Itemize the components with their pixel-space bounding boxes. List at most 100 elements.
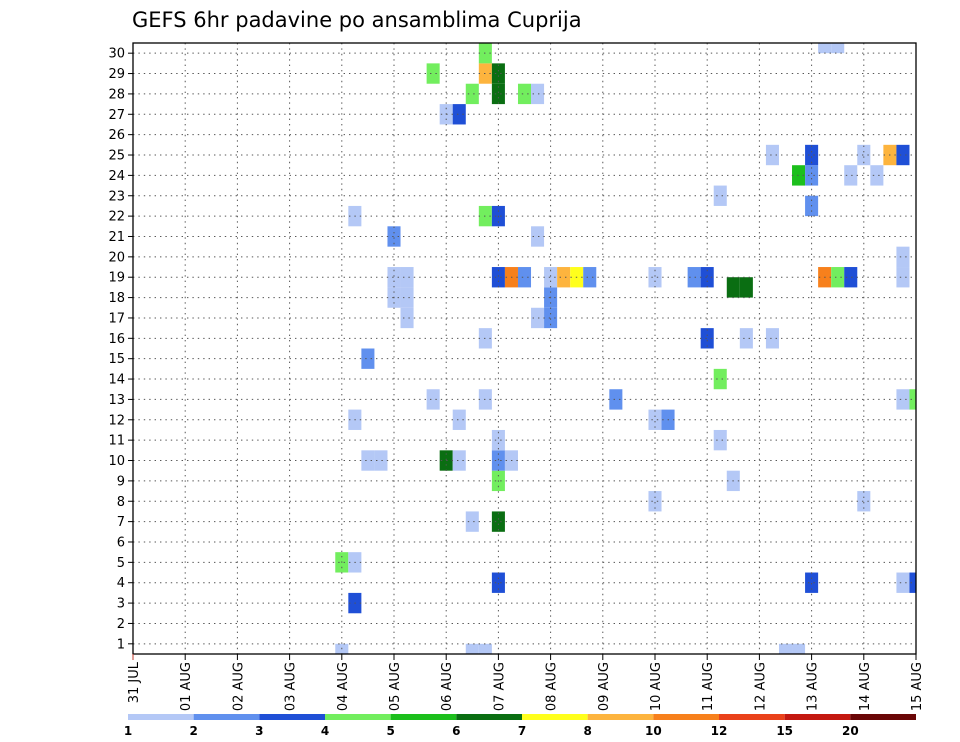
heatmap-cell-20 (439, 450, 453, 471)
colorbar-label: 12 (711, 724, 728, 738)
heatmap-cell-9 (909, 572, 916, 593)
heatmap-cell-59 (726, 277, 740, 298)
colorbar-swatch (193, 714, 260, 720)
y-tick-label: 7 (117, 515, 125, 530)
heatmap-cell-52 (544, 267, 558, 288)
x-tick-label: 31 JUL (127, 661, 142, 703)
heatmap-cell-63 (844, 267, 858, 288)
y-tick-label: 23 (108, 189, 125, 204)
heatmap-cell-75 (844, 165, 858, 186)
x-tick-label: 02 AUG (231, 662, 246, 711)
y-tick-label: 6 (117, 535, 125, 550)
heatmap-cell-71 (713, 185, 727, 206)
heatmap-cell-47 (387, 267, 401, 288)
x-tick-label: 12 AUG (753, 662, 768, 711)
y-tick-label: 3 (117, 597, 125, 612)
heatmap-cell-14 (648, 491, 662, 512)
colorbar-swatch (456, 714, 522, 720)
colorbar-swatch (259, 714, 325, 720)
colorbar-label: 5 (386, 724, 394, 738)
colorbar-swatch (653, 714, 719, 720)
colorbar-label: 6 (452, 724, 460, 738)
heatmap-cell-78 (805, 144, 819, 166)
x-tick-label: 10 AUG (649, 662, 664, 711)
colorbar-label: 1 (124, 724, 132, 738)
colorbar-swatch (325, 714, 391, 720)
y-tick-label: 13 (108, 393, 125, 408)
x-axis-ticks: 31 JUL 01 AUG 02 AUG 03 AUG 04 AUG 05 AUG 06 A… (127, 654, 925, 711)
y-tick-label: 9 (117, 474, 125, 489)
x-tick-label: 09 AUG (597, 662, 612, 711)
heatmap-cell-57 (687, 267, 701, 288)
heatmap-cell-7 (805, 572, 819, 593)
heatmap-cell-3 (778, 643, 793, 654)
heatmap-cell-1 (465, 643, 479, 654)
colorbar-label: 10 (645, 724, 662, 738)
heatmap-cell-35 (713, 368, 727, 390)
heatmap-cell-77 (765, 144, 779, 166)
y-tick-label: 18 (108, 291, 125, 306)
heatmap-cell-84 (465, 83, 479, 105)
heatmap-cell-2 (478, 643, 492, 654)
x-tick-label: 01 AUG (179, 662, 194, 711)
y-tick-label: 29 (108, 67, 125, 82)
heatmap-cell-66 (387, 226, 401, 247)
heatmap-cell-19 (374, 450, 388, 471)
y-tick-label: 28 (108, 87, 125, 102)
heatmap-cell-64 (896, 267, 910, 288)
y-tick-label: 5 (117, 556, 125, 571)
y-axis-ticks: 1234567891011121314151617181920212223242… (108, 47, 133, 652)
heatmap-cell-87 (531, 83, 545, 105)
heatmap-cell-85 (491, 83, 505, 105)
heatmap-cell-55 (583, 267, 597, 288)
heatmap-cell-4 (792, 643, 806, 654)
y-tick-label: 15 (108, 352, 125, 367)
colorbar-label: 4 (321, 724, 329, 738)
heatmap-cell-42 (531, 307, 545, 329)
colorbar-swatch (522, 714, 588, 720)
y-tick-label: 4 (117, 576, 125, 591)
y-tick-label: 17 (108, 311, 125, 326)
colorbar-label: 8 (583, 724, 591, 738)
x-tick-label: 15 AUG (910, 662, 925, 711)
heatmap-cell-12 (465, 511, 479, 532)
x-tick-label: 03 AUG (284, 662, 299, 711)
heatmap-cell-67 (531, 226, 545, 247)
y-tick-label: 11 (108, 434, 125, 449)
heatmap-cell-24 (491, 429, 505, 451)
heatmap-cell-76 (870, 165, 884, 186)
heatmap-cell-88 (426, 63, 440, 84)
heatmap-cell-56 (648, 267, 662, 288)
colorbar-swatch (587, 714, 654, 720)
grid-lines (133, 43, 916, 654)
x-tick-label: 04 AUG (336, 662, 351, 711)
colorbar-swatch (719, 714, 785, 720)
heatmap-cell-86 (517, 83, 532, 105)
heatmap-cell-48 (400, 267, 414, 288)
heatmap-cell-40 (765, 328, 779, 349)
chart-title: GEFS 6hr padavine po ansamblima Cuprija (132, 8, 582, 32)
colorbar-label: 20 (842, 724, 859, 738)
y-tick-label: 19 (108, 271, 125, 286)
heatmap-cell-32 (609, 389, 623, 410)
heatmap-cell-15 (857, 491, 871, 512)
colorbar-label: 3 (255, 724, 263, 738)
heatmap-cell-13 (491, 511, 505, 532)
heatmap-cell-62 (831, 267, 845, 288)
heatmap-cell-41 (400, 307, 414, 329)
heatmap-cell-25 (713, 429, 727, 451)
heatmap-cell-58 (700, 267, 714, 288)
heatmap-cell-28 (648, 409, 662, 430)
heatmap-cell-74 (805, 165, 819, 186)
x-tick-label: 08 AUG (545, 662, 560, 711)
heatmap-cell-45 (400, 287, 414, 308)
heatmap-cell-39 (739, 328, 753, 349)
heatmap-cell-53 (557, 267, 571, 288)
colorbar-legend: 1 2 3 4 5 6 7 8 10 12 15 20 (124, 714, 916, 738)
heatmap-cell-43 (544, 307, 558, 329)
heatmap-cell-60 (739, 277, 753, 298)
x-tick-label: 06 AUG (440, 662, 455, 711)
y-tick-label: 20 (108, 250, 125, 265)
heatmap-cell-33 (896, 389, 910, 410)
